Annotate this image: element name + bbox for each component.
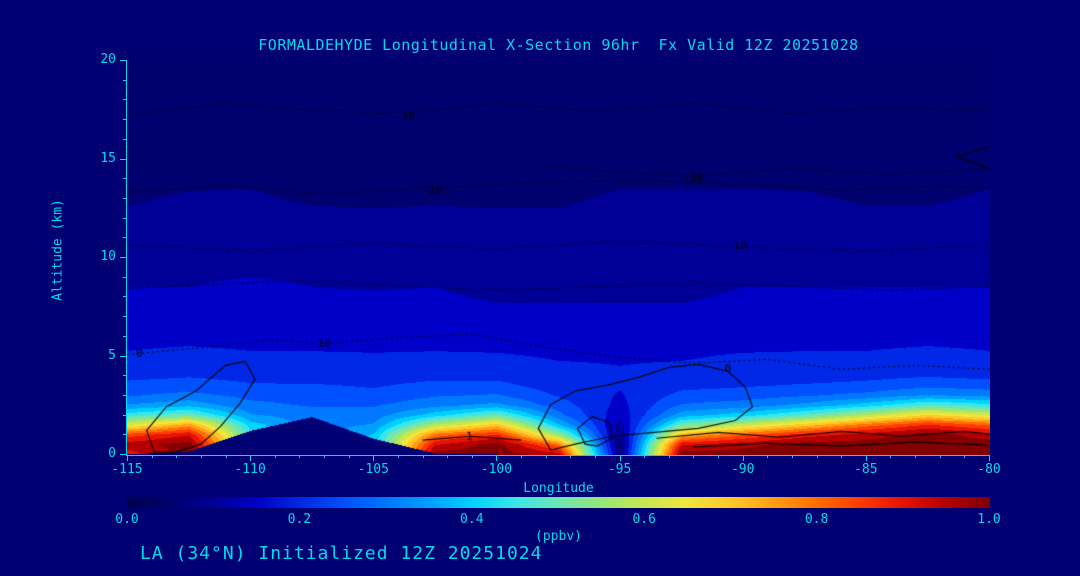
y-minor-tick xyxy=(123,217,126,219)
xsection-heatmap-canvas xyxy=(127,60,990,455)
y-minor-tick xyxy=(123,296,126,298)
y-tick-mark xyxy=(120,355,126,357)
x-minor-tick xyxy=(791,455,793,458)
y-tick-mark xyxy=(120,257,126,258)
x-tick-mark xyxy=(250,455,252,461)
x-tick-mark xyxy=(373,455,375,461)
x-minor-tick xyxy=(447,455,449,458)
colorbar-tick-label: 0.2 xyxy=(287,512,312,527)
y-tick-label: 10 xyxy=(100,249,116,264)
x-minor-tick xyxy=(644,455,646,458)
x-tick-label: -115 xyxy=(111,462,143,477)
y-minor-tick xyxy=(123,375,126,377)
y-tick-mark xyxy=(120,60,126,61)
init-note: LA (34°N) Initialized 12Z 20251024 xyxy=(140,543,543,564)
x-axis-line xyxy=(127,455,990,456)
colorbar-units-label: (ppbv) xyxy=(535,529,582,544)
x-minor-tick xyxy=(471,455,473,458)
y-minor-tick xyxy=(123,79,126,81)
x-tick-label: -110 xyxy=(234,462,266,477)
x-minor-tick xyxy=(570,455,572,458)
x-tick-label: -90 xyxy=(730,462,755,477)
x-tick-label: -105 xyxy=(357,462,389,477)
x-tick-mark xyxy=(127,455,128,461)
x-minor-tick xyxy=(348,455,350,458)
x-tick-mark xyxy=(619,455,621,461)
x-minor-tick xyxy=(668,455,670,458)
y-minor-tick xyxy=(123,119,126,121)
x-minor-tick xyxy=(299,455,301,458)
x-minor-tick xyxy=(176,455,178,458)
x-tick-mark xyxy=(989,455,990,461)
colorbar-tick-label: 0.4 xyxy=(460,512,484,527)
y-minor-tick xyxy=(123,197,126,199)
x-minor-tick xyxy=(521,455,523,458)
plot-title: FORMALDEHYDE Longitudinal X-Section 96hr… xyxy=(258,36,859,54)
x-minor-tick xyxy=(151,455,153,458)
y-minor-tick xyxy=(123,138,126,140)
x-minor-tick xyxy=(225,455,227,458)
y-minor-tick xyxy=(123,237,126,239)
x-minor-tick xyxy=(841,455,843,458)
x-minor-tick xyxy=(324,455,326,458)
y-minor-tick xyxy=(123,99,126,101)
y-minor-tick xyxy=(123,178,126,180)
x-minor-tick xyxy=(545,455,547,458)
x-tick-mark xyxy=(496,455,498,461)
x-minor-tick xyxy=(939,455,941,458)
x-minor-tick xyxy=(594,455,596,458)
colorbar-tick-label: 0.8 xyxy=(804,512,829,527)
y-minor-tick xyxy=(123,276,126,278)
y-tick-label: 0 xyxy=(108,446,116,461)
y-tick-label: 15 xyxy=(100,150,116,166)
x-minor-tick xyxy=(915,455,917,458)
y-minor-tick xyxy=(123,434,126,436)
y-axis-line xyxy=(126,60,127,456)
x-minor-tick xyxy=(964,455,966,458)
x-tick-label: -80 xyxy=(977,462,1001,477)
x-tick-mark xyxy=(742,455,744,461)
x-minor-tick xyxy=(767,455,769,458)
y-axis-label: Altitude (km) xyxy=(50,199,66,301)
colorbar-tick-label: 1.0 xyxy=(977,512,1001,527)
x-tick-mark xyxy=(865,455,867,461)
x-tick-label: -95 xyxy=(607,462,632,477)
y-tick-mark xyxy=(120,158,126,160)
y-minor-tick xyxy=(123,335,126,337)
y-minor-tick xyxy=(123,414,126,416)
x-minor-tick xyxy=(274,455,276,458)
x-minor-tick xyxy=(816,455,818,458)
x-minor-tick xyxy=(200,455,202,458)
x-minor-tick xyxy=(890,455,892,458)
x-minor-tick xyxy=(422,455,424,458)
x-minor-tick xyxy=(397,455,399,458)
colorbar-canvas xyxy=(127,497,990,508)
y-minor-tick xyxy=(123,316,126,318)
y-minor-tick xyxy=(123,394,126,396)
colorbar-tick-label: 0.0 xyxy=(115,512,139,527)
colorbar-tick-label: 0.6 xyxy=(632,512,656,527)
y-tick-label: 20 xyxy=(100,52,116,67)
x-tick-label: -100 xyxy=(480,462,513,477)
x-axis-label: Longitude xyxy=(523,481,594,496)
x-tick-label: -85 xyxy=(854,462,878,477)
x-minor-tick xyxy=(693,455,695,458)
y-tick-mark xyxy=(120,454,126,455)
x-minor-tick xyxy=(718,455,720,458)
y-tick-label: 5 xyxy=(108,347,116,363)
